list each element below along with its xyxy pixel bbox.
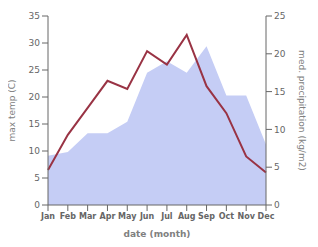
- svg-text:10: 10: [274, 125, 286, 135]
- svg-text:Aug: Aug: [178, 212, 196, 221]
- svg-text:5: 5: [34, 173, 40, 183]
- svg-text:10: 10: [29, 146, 41, 156]
- svg-text:med. precipitation (kg/m2): med. precipitation (kg/m2): [297, 50, 307, 171]
- svg-text:0: 0: [274, 200, 280, 210]
- svg-text:0: 0: [34, 200, 40, 210]
- svg-text:Nov: Nov: [237, 212, 255, 221]
- svg-text:25: 25: [29, 65, 40, 75]
- svg-text:15: 15: [29, 119, 40, 129]
- svg-text:35: 35: [29, 11, 40, 21]
- svg-text:20: 20: [29, 92, 41, 102]
- svg-text:25: 25: [274, 11, 285, 21]
- svg-text:Feb: Feb: [60, 212, 77, 221]
- svg-text:date (month): date (month): [124, 229, 191, 239]
- svg-text:15: 15: [274, 87, 285, 97]
- svg-text:Jan: Jan: [40, 212, 55, 221]
- svg-text:5: 5: [274, 162, 280, 172]
- svg-text:Sep: Sep: [198, 212, 215, 221]
- svg-text:Oct: Oct: [219, 212, 235, 221]
- svg-text:30: 30: [29, 38, 41, 48]
- svg-text:max temp (C): max temp (C): [8, 79, 17, 141]
- svg-text:May: May: [118, 212, 137, 221]
- svg-text:Mar: Mar: [79, 212, 96, 221]
- svg-text:Jun: Jun: [139, 212, 155, 221]
- svg-text:Dec: Dec: [258, 212, 275, 221]
- svg-text:Apr: Apr: [100, 212, 116, 221]
- svg-text:Jul: Jul: [160, 212, 173, 221]
- svg-text:20: 20: [274, 49, 286, 59]
